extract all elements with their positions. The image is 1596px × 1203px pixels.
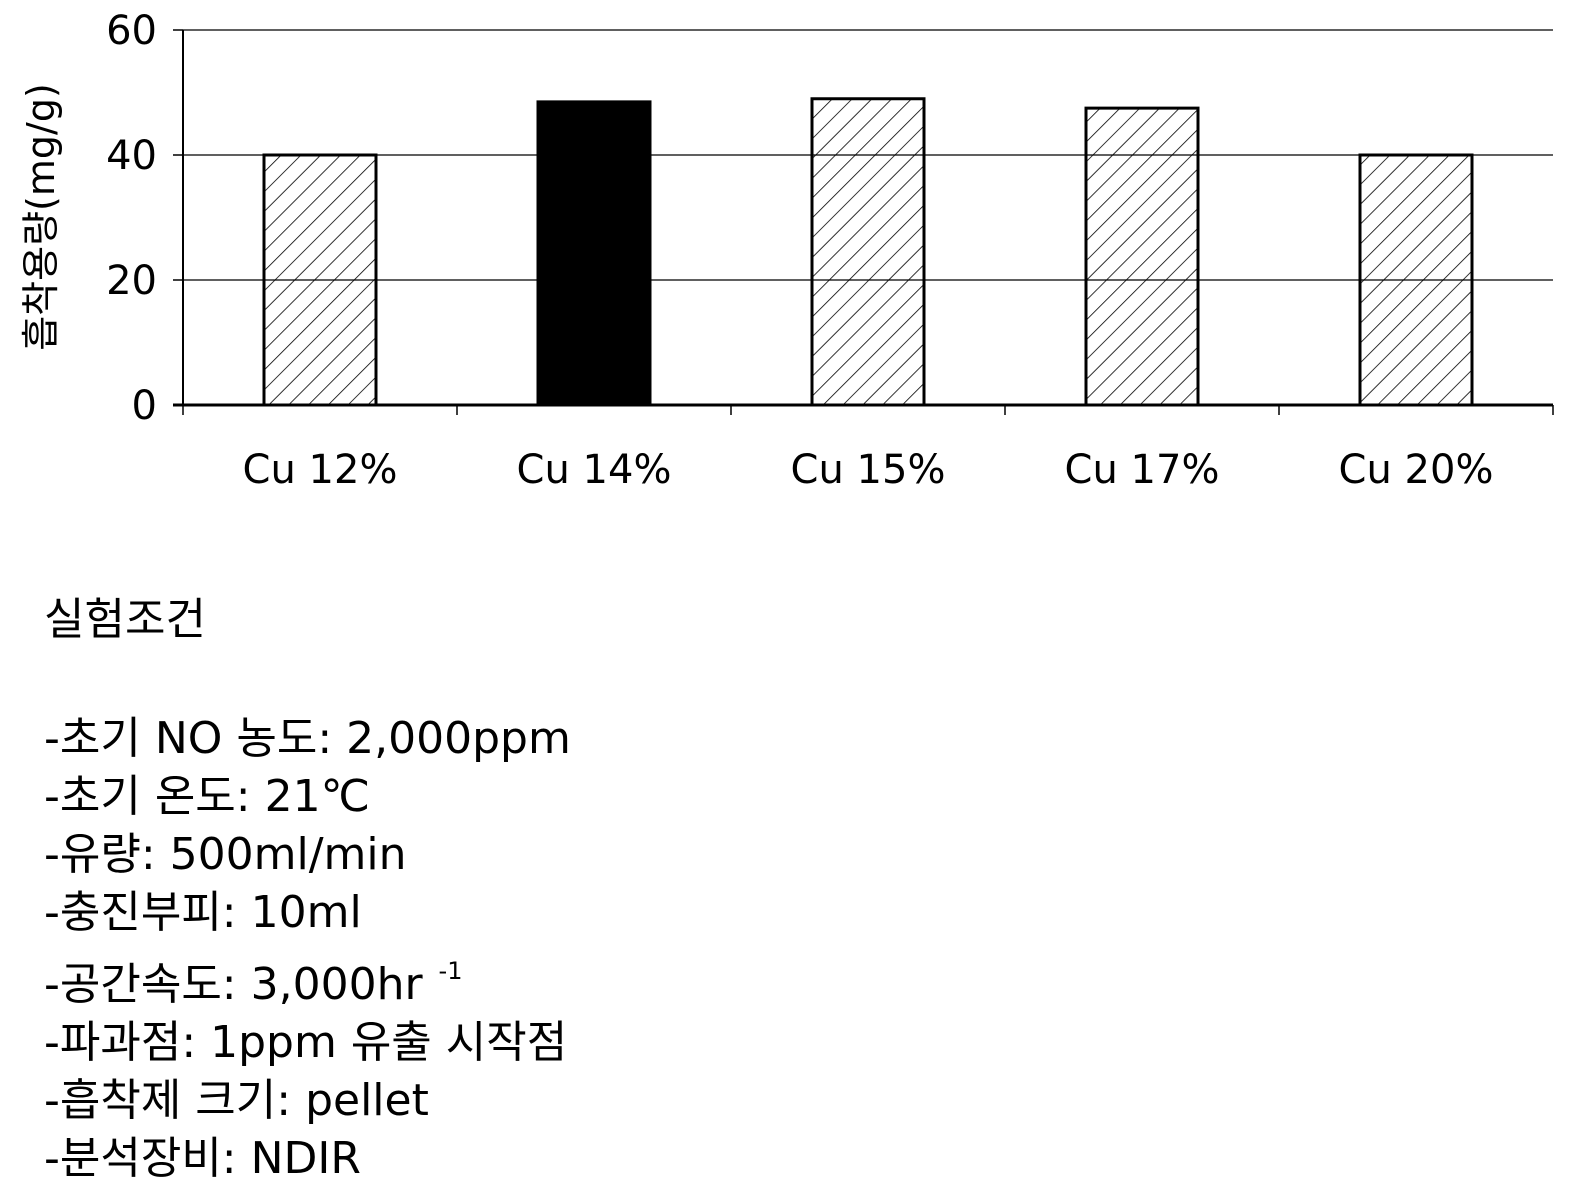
condition-item: -유량: 500ml/min — [44, 826, 1544, 884]
bar — [264, 155, 376, 405]
x-category-label: Cu 15% — [791, 447, 946, 493]
condition-text: -분석장비: NDIR — [44, 1133, 361, 1184]
experiment-conditions: 실험조건 -초기 NO 농도: 2,000ppm -초기 온도: 21℃ -유량: … — [44, 590, 1544, 1188]
condition-item: -초기 온도: 21℃ — [44, 768, 1544, 826]
bar — [1086, 108, 1198, 405]
x-category-label: Cu 14% — [517, 447, 672, 493]
bars — [264, 99, 1472, 405]
y-tick-label: 40 — [106, 133, 157, 179]
y-axis-label: 흡착용량(mg/g) — [19, 83, 63, 351]
x-category-label: Cu 20% — [1339, 447, 1494, 493]
condition-item: -충진부피: 10ml — [44, 884, 1544, 942]
condition-text: -초기 온도: 21℃ — [44, 771, 370, 822]
condition-item: -파과점: 1ppm 유출 시작점 — [44, 1014, 1544, 1072]
bar — [812, 99, 924, 405]
condition-text: -흡착제 크기: pellet — [44, 1075, 429, 1126]
condition-superscript: -1 — [439, 957, 463, 985]
condition-text: -공간속도: 3,000hr — [44, 959, 437, 1010]
condition-text: -유량: 500ml/min — [44, 829, 407, 880]
x-category-label: Cu 12% — [243, 447, 398, 493]
condition-text: -충진부피: 10ml — [44, 887, 362, 938]
condition-text: -파과점: 1ppm 유출 시작점 — [44, 1017, 567, 1068]
y-tick-label: 60 — [106, 8, 157, 54]
bar — [1360, 155, 1472, 405]
conditions-title: 실험조건 — [44, 590, 1544, 650]
bar — [538, 102, 650, 405]
condition-item: -공간속도: 3,000hr -1 — [44, 942, 1544, 1014]
condition-item: -초기 NO 농도: 2,000ppm — [44, 710, 1544, 768]
conditions-list: -초기 NO 농도: 2,000ppm -초기 온도: 21℃ -유량: 500ml… — [44, 710, 1544, 1188]
condition-item: -분석장비: NDIR — [44, 1130, 1544, 1188]
condition-text: -초기 NO 농도: 2,000ppm — [44, 713, 571, 764]
condition-item: -흡착제 크기: pellet — [44, 1072, 1544, 1130]
x-category-label: Cu 17% — [1065, 447, 1220, 493]
bar-chart: 0 20 40 60 Cu 12% Cu 14% Cu 15% Cu 17% Cu 20% 흡착… — [0, 0, 1596, 540]
y-tick-label: 20 — [106, 258, 157, 304]
y-tick-label: 0 — [132, 383, 157, 429]
